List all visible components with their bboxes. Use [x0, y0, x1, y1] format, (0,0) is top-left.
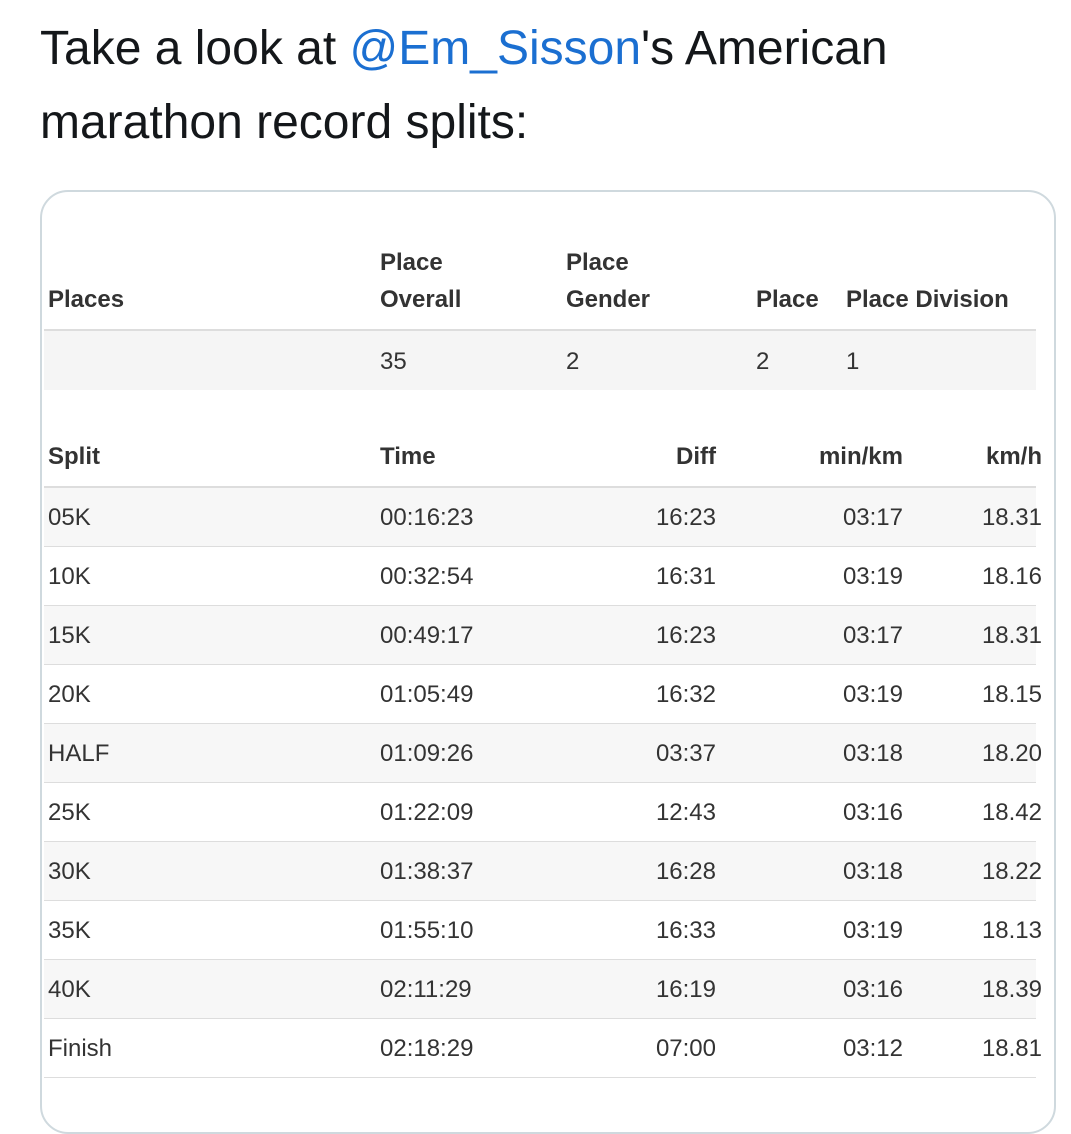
places-header: Place: [756, 286, 819, 313]
split-cell: 03:18: [842, 858, 903, 885]
row-rule: [44, 723, 1036, 724]
split-cell: 03:19: [842, 917, 903, 944]
places-header-rule: [44, 329, 1036, 331]
places-header: Place Division: [846, 286, 1009, 313]
split-cell: 03:19: [842, 681, 903, 708]
row-rule: [44, 782, 1036, 783]
split-cell: 16:31: [655, 563, 716, 590]
split-cell: 18.16: [981, 563, 1042, 590]
split-cell: 03:12: [842, 1035, 903, 1062]
split-cell: 18.31: [981, 504, 1042, 531]
split-cell: 10K: [48, 563, 91, 590]
places-cell: 2: [756, 348, 770, 375]
split-cell: 30K: [48, 858, 91, 885]
row-rule: [44, 959, 1036, 960]
split-cell: 35K: [48, 917, 91, 944]
row-bg: [44, 842, 1036, 901]
split-cell: 03:18: [842, 740, 903, 767]
row-bg: [44, 724, 1036, 783]
split-cell: 16:28: [655, 858, 716, 885]
split-cell: 02:18:29: [380, 1035, 474, 1062]
split-header: min/km: [818, 443, 903, 470]
row-rule: [44, 546, 1036, 547]
places-row-bg: [44, 330, 1036, 390]
row-rule: [44, 900, 1036, 901]
split-header: Split: [48, 443, 100, 470]
split-cell: 12:43: [655, 799, 716, 826]
split-header: Time: [380, 443, 436, 470]
row-bg: [44, 960, 1036, 1019]
table-card: Places Place Overall Place Gender Place Plac…: [40, 190, 1056, 1134]
row-rule: [44, 841, 1036, 842]
split-cell: 03:17: [842, 622, 903, 649]
tweet-prefix: Take a look at: [40, 22, 350, 75]
split-cell: 18.20: [981, 740, 1042, 767]
split-cell: 05K: [48, 504, 91, 531]
row-rule: [44, 1018, 1036, 1019]
split-cell: 15K: [48, 622, 91, 649]
split-cell: 18.31: [981, 622, 1042, 649]
places-header: Place Gender: [566, 249, 651, 313]
split-cell: 18.81: [981, 1035, 1042, 1062]
split-header: km/h: [985, 443, 1042, 470]
split-cell: 00:32:54: [380, 563, 474, 590]
split-cell: 03:37: [655, 740, 716, 767]
split-cell: 18.39: [981, 976, 1042, 1003]
places-cell: 35: [380, 348, 407, 375]
split-cell: 18.42: [981, 799, 1042, 826]
row-bg: [44, 488, 1036, 547]
split-header: Diff: [676, 443, 716, 470]
split-cell: 16:33: [655, 917, 716, 944]
split-cell: 03:16: [842, 976, 903, 1003]
split-cell: 16:23: [655, 622, 716, 649]
split-cell: 18.13: [981, 917, 1042, 944]
split-cell: 25K: [48, 799, 91, 826]
split-cell: 18.22: [981, 858, 1042, 885]
split-cell: 18.15: [981, 681, 1042, 708]
places-header: Place Overall: [380, 249, 462, 313]
split-cell: 40K: [48, 976, 91, 1003]
places-header: Places: [48, 286, 125, 313]
split-cell: 07:00: [655, 1035, 716, 1062]
split-cell: HALF: [48, 740, 110, 767]
split-cell: 20K: [48, 681, 91, 708]
split-cell: 01:05:49: [380, 681, 474, 708]
mention-link[interactable]: @Em_Sisson: [349, 22, 642, 75]
split-cell: 00:16:23: [380, 504, 474, 531]
split-cell: 01:38:37: [380, 858, 474, 885]
split-cell: 01:55:10: [380, 917, 474, 944]
split-cell: Finish: [48, 1035, 113, 1062]
split-cell: 03:17: [842, 504, 903, 531]
split-cell: 01:09:26: [380, 740, 474, 767]
row-rule: [44, 1077, 1036, 1078]
places-cell: 2: [566, 348, 580, 375]
page: Take a look at @Em_Sisson's American mar…: [40, 12, 1056, 1134]
split-cell: 02:11:29: [380, 976, 472, 1003]
row-rule: [44, 664, 1036, 665]
split-cell: 16:32: [655, 681, 716, 708]
split-cell: 01:22:09: [380, 799, 474, 826]
split-cell: 03:16: [842, 799, 903, 826]
split-cell: 16:19: [655, 976, 716, 1003]
split-header-rule: [44, 486, 1036, 488]
row-rule: [44, 605, 1036, 606]
row-bg: [44, 606, 1036, 665]
tweet-text: Take a look at @Em_Sisson's American mar…: [40, 12, 1040, 160]
tweet-suffix: 's American marathon record splits:: [40, 22, 888, 149]
split-cell: 03:19: [842, 563, 903, 590]
split-cell: 00:49:17: [380, 622, 474, 649]
split-cell: 16:23: [655, 504, 716, 531]
places-cell: 1: [846, 348, 860, 375]
